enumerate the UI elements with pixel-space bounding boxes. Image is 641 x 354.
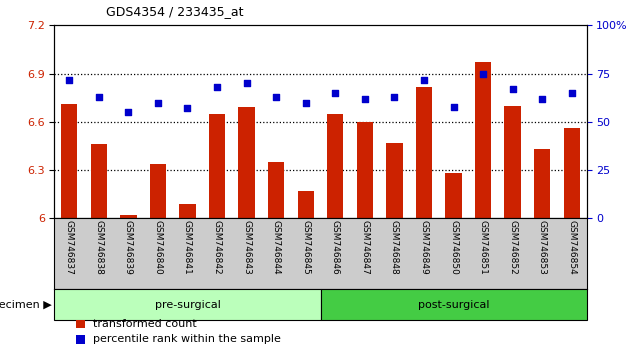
Text: GDS4354 / 233435_at: GDS4354 / 233435_at (106, 5, 244, 18)
Text: GSM746838: GSM746838 (94, 220, 103, 275)
Text: GSM746842: GSM746842 (213, 220, 222, 274)
Point (537, 96, 547, 102)
Text: percentile rank within the sample: percentile rank within the sample (94, 334, 281, 344)
Bar (387, 143, 403, 218)
Point (478, 71, 488, 76)
Point (212, 84, 222, 90)
Point (330, 90, 340, 96)
Bar (76, 335, 85, 343)
Bar (121, 215, 137, 218)
Bar (320, 289, 587, 320)
Bar (238, 108, 254, 218)
Text: GSM746849: GSM746849 (419, 220, 428, 275)
Bar (61, 104, 78, 218)
Bar (150, 164, 166, 218)
Text: GSM746847: GSM746847 (360, 220, 369, 275)
Text: GSM746837: GSM746837 (65, 220, 74, 275)
Bar (356, 122, 373, 218)
Bar (209, 114, 225, 218)
Text: GSM746846: GSM746846 (331, 220, 340, 275)
Text: GSM746852: GSM746852 (508, 220, 517, 275)
Bar (268, 162, 285, 218)
Text: GSM746840: GSM746840 (153, 220, 162, 275)
Point (153, 100, 163, 105)
Bar (90, 144, 107, 218)
Text: GSM746839: GSM746839 (124, 220, 133, 275)
Point (242, 81, 252, 86)
Text: GSM746851: GSM746851 (479, 220, 488, 275)
Text: GSM746841: GSM746841 (183, 220, 192, 275)
Text: GSM746844: GSM746844 (272, 220, 281, 274)
Text: GSM746854: GSM746854 (567, 220, 576, 275)
Bar (179, 204, 196, 218)
Point (389, 94, 399, 100)
Point (448, 104, 458, 109)
Bar (54, 289, 320, 320)
Point (360, 96, 370, 102)
Text: transformed count: transformed count (94, 319, 197, 329)
Bar (416, 87, 432, 218)
Bar (327, 114, 344, 218)
Point (64, 77, 74, 82)
Point (94, 94, 104, 100)
Point (419, 77, 429, 82)
Text: GSM746848: GSM746848 (390, 220, 399, 275)
Bar (563, 129, 580, 218)
Text: specimen ▶: specimen ▶ (0, 300, 51, 310)
Bar (475, 62, 491, 218)
Bar (504, 106, 520, 218)
Text: GSM746845: GSM746845 (301, 220, 310, 275)
Bar (76, 319, 85, 328)
Text: pre-surgical: pre-surgical (154, 300, 221, 310)
Bar (534, 149, 551, 218)
Bar (297, 191, 314, 218)
Text: post-surgical: post-surgical (418, 300, 489, 310)
Point (123, 109, 133, 115)
Point (183, 105, 193, 111)
Point (508, 86, 518, 92)
Text: GSM746853: GSM746853 (538, 220, 547, 275)
Point (301, 100, 311, 105)
Point (567, 90, 577, 96)
Text: GSM746843: GSM746843 (242, 220, 251, 275)
Point (271, 94, 281, 100)
Text: GSM746850: GSM746850 (449, 220, 458, 275)
Bar (445, 173, 462, 218)
